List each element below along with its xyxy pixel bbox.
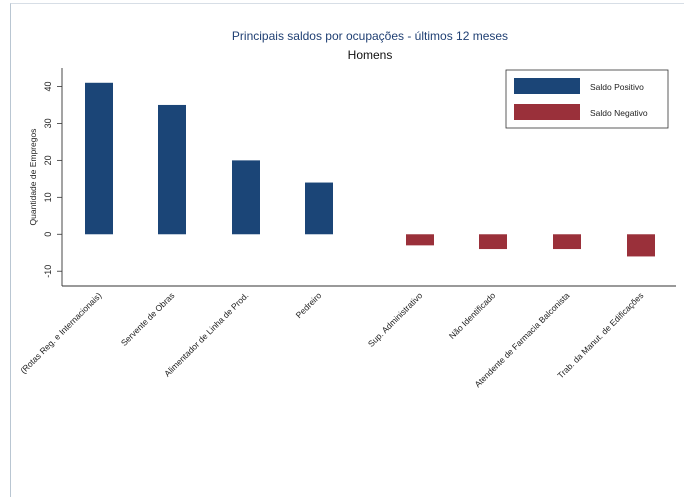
bar-positive xyxy=(85,82,113,235)
category-label: Pedreiro xyxy=(294,290,324,320)
x-labels: (Rotas Reg. e Internacionais) Servente de… xyxy=(18,290,645,389)
y-tick-label: 20 xyxy=(43,155,53,165)
chart-frame xyxy=(10,3,684,497)
bar-negative xyxy=(627,234,655,257)
legend-label-saldo-positivo: Saldo Positivo xyxy=(590,82,644,92)
y-ticks: -10 0 10 20 30 40 xyxy=(43,81,62,278)
chart-title: Principais saldos por ocupações - último… xyxy=(232,29,508,43)
bar-negative xyxy=(479,234,507,250)
legend-swatch-saldo-positivo xyxy=(514,78,580,94)
bar-positive xyxy=(305,182,333,235)
category-label: Sup. Administrativo xyxy=(366,290,425,349)
y-tick-label: 0 xyxy=(43,232,53,237)
category-label: Trab. da Manut. de Edificações xyxy=(555,290,645,380)
bar-positive xyxy=(158,104,186,235)
category-label: Alimentador de Linha de Prod. xyxy=(162,290,250,378)
bar-negative xyxy=(553,234,581,250)
y-axis-label: Quantidade de Empregos xyxy=(28,129,38,226)
y-tick-label: 10 xyxy=(43,192,53,202)
bar-positive xyxy=(232,160,260,235)
category-label: Servente de Obras xyxy=(119,290,177,348)
legend-swatch-saldo-negativo xyxy=(514,104,580,120)
bars xyxy=(85,82,655,257)
y-tick-label: 30 xyxy=(43,118,53,128)
chart-subtitle: Homens xyxy=(348,48,393,62)
y-tick-label: 40 xyxy=(43,81,53,91)
category-label: Não Identificado xyxy=(447,290,498,341)
legend-label-saldo-negativo: Saldo Negativo xyxy=(590,108,648,118)
axes xyxy=(61,68,676,287)
category-label: (Rotas Reg. e Internacionais) xyxy=(18,290,103,375)
legend: Saldo Positivo Saldo Negativo xyxy=(505,69,669,129)
bar-negative xyxy=(406,234,434,246)
y-tick-label: -10 xyxy=(43,265,53,278)
